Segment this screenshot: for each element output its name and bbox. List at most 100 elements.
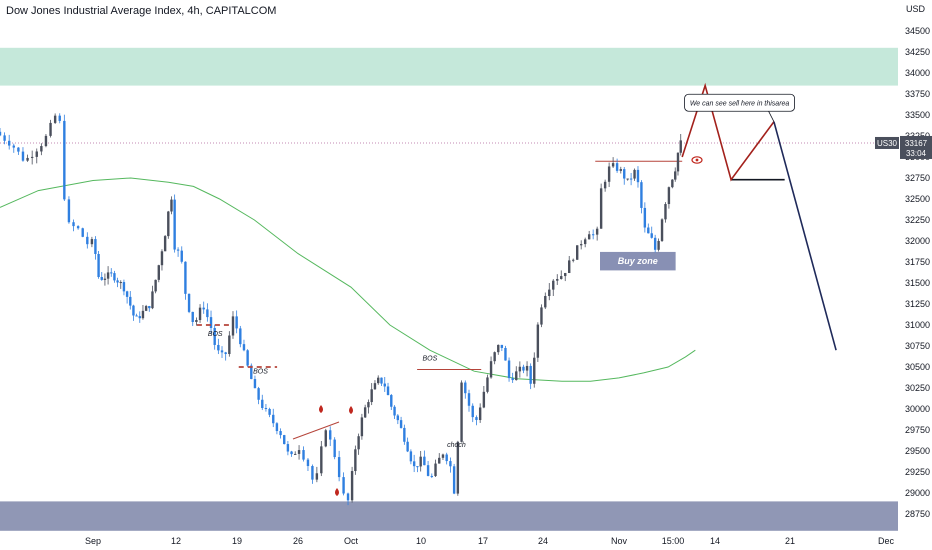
y-tick-label: 34000: [905, 68, 930, 78]
candle-body: [370, 389, 373, 403]
candle: [467, 389, 471, 412]
candle-body: [86, 236, 89, 245]
candle: [290, 450, 293, 457]
candle: [53, 113, 57, 124]
candle: [419, 450, 422, 472]
candle-body: [373, 383, 377, 390]
candle: [40, 143, 43, 156]
symbol-badge-text: US30: [877, 139, 898, 148]
candle-body: [290, 451, 293, 455]
candle: [511, 372, 514, 383]
candle: [110, 268, 113, 277]
annotation-label: choch: [447, 442, 466, 449]
supply-zone: [0, 47, 898, 86]
candle-body: [409, 451, 413, 462]
x-tick-label: 14: [710, 536, 720, 546]
candle-body: [383, 383, 386, 387]
candle-body: [122, 282, 126, 292]
candle-body: [636, 169, 640, 183]
candle: [626, 178, 629, 181]
candle: [363, 404, 367, 418]
candle: [106, 266, 110, 285]
candle: [497, 344, 500, 355]
candle: [125, 290, 129, 304]
candle-body: [647, 227, 650, 234]
candle: [426, 461, 430, 477]
chart-title: Dow Jones Industrial Average Index, 4h, …: [6, 5, 277, 17]
candle-body: [72, 222, 75, 227]
candle-body: [40, 146, 43, 152]
candle-body: [399, 420, 403, 428]
candle-body: [626, 178, 629, 180]
candle-body: [329, 430, 332, 440]
candle: [261, 394, 264, 411]
candle-body: [671, 179, 674, 188]
candle-body: [363, 407, 367, 418]
candle-body: [129, 296, 132, 306]
candle: [383, 377, 386, 392]
candle: [154, 279, 157, 294]
eye-pupil: [695, 158, 699, 162]
candle: [507, 357, 511, 382]
candle: [209, 310, 213, 334]
candle: [434, 459, 437, 478]
candle-body: [35, 151, 38, 157]
candle: [500, 344, 504, 351]
candle: [67, 196, 71, 224]
candle: [667, 186, 671, 209]
candle-body: [679, 140, 682, 153]
candle-body: [650, 233, 653, 238]
candle-body: [467, 393, 471, 406]
candle: [283, 434, 286, 445]
y-tick-label: 29500: [905, 446, 930, 456]
candle-body: [568, 260, 571, 274]
candle: [63, 114, 66, 201]
candle: [373, 380, 377, 390]
candle-body: [163, 236, 167, 252]
candle-body: [30, 156, 34, 158]
candle-body: [522, 366, 525, 371]
candle: [471, 403, 474, 423]
candle-body: [113, 273, 116, 281]
candle: [611, 157, 615, 169]
candle-body: [302, 450, 305, 460]
candle-body: [191, 311, 194, 323]
candle-body: [525, 365, 529, 371]
x-tick-label: 19: [232, 536, 242, 546]
candle-body: [599, 188, 603, 229]
y-tick-label: 31500: [905, 278, 930, 288]
candle: [452, 463, 456, 495]
candle: [396, 414, 400, 425]
candle-body: [591, 234, 595, 236]
candle: [489, 356, 493, 379]
candle: [26, 154, 29, 162]
x-tick-label: Oct: [344, 536, 359, 546]
candle-body: [674, 171, 677, 180]
candle: [12, 143, 15, 153]
y-tick-label: 34250: [905, 47, 930, 57]
candle-body: [184, 261, 187, 294]
candle-body: [471, 405, 474, 418]
candle-body: [17, 147, 20, 152]
candle-body: [58, 115, 61, 121]
candle-body: [180, 250, 183, 262]
candle: [529, 363, 532, 390]
drop-icon: [319, 405, 323, 413]
candle: [522, 364, 525, 374]
candle-body: [116, 280, 119, 283]
candle: [540, 304, 543, 328]
candle-body: [497, 344, 500, 353]
candle: [17, 147, 20, 155]
candle: [647, 223, 650, 234]
candle-body: [7, 140, 11, 146]
candle: [350, 466, 354, 503]
candle-body: [579, 244, 583, 246]
candle-body: [380, 377, 383, 384]
y-tick-label: 32250: [905, 215, 930, 225]
candle: [72, 219, 75, 232]
candle-body: [44, 135, 48, 147]
candle-body: [529, 365, 532, 384]
candle: [552, 279, 555, 296]
candle: [416, 466, 419, 473]
